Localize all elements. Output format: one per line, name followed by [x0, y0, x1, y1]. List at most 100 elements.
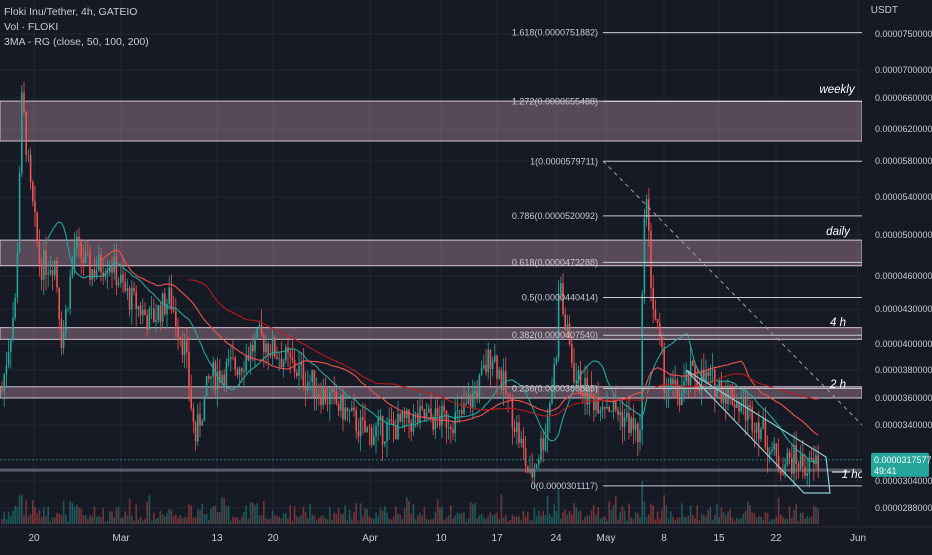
- candle: [234, 357, 236, 370]
- volume-bar: [102, 507, 104, 524]
- candle: [630, 417, 632, 433]
- volume-bar: [654, 519, 657, 524]
- candle: [131, 287, 133, 310]
- price-axis-label: 0.0000360000: [875, 393, 932, 403]
- volume-bar: [47, 506, 49, 524]
- volume-bar: [777, 497, 780, 524]
- candle: [421, 406, 423, 410]
- candle: [806, 473, 808, 476]
- volume-bar: [115, 508, 118, 524]
- zone-label: daily: [826, 226, 851, 238]
- volume-bar: [223, 498, 225, 524]
- candle: [269, 355, 272, 356]
- candle: [513, 427, 516, 432]
- volume-bar: [186, 517, 188, 524]
- candle: [333, 388, 335, 392]
- volume-bar: [749, 505, 751, 524]
- volume-bar: [282, 513, 285, 524]
- volume-indicator-label[interactable]: Vol · FLOKI: [4, 21, 59, 33]
- volume-bar: [89, 515, 91, 524]
- volume-bar: [137, 519, 140, 524]
- candle: [230, 357, 232, 360]
- volume-bar: [326, 519, 329, 524]
- candle: [384, 441, 386, 445]
- volume-bar: [766, 513, 769, 524]
- symbol-title[interactable]: Floki Inu/Tether, 4h, GATEIO: [4, 6, 138, 18]
- volume-bar: [210, 508, 212, 524]
- volume-bar: [7, 511, 10, 524]
- candle: [544, 437, 547, 451]
- candle: [368, 427, 371, 429]
- volume-bar: [49, 521, 52, 524]
- candle: [766, 447, 769, 456]
- volume-bar: [498, 519, 500, 524]
- volume-bar: [502, 517, 505, 524]
- volume-bar: [485, 519, 487, 524]
- volume-bar: [128, 498, 131, 524]
- volume-bar: [439, 507, 441, 524]
- candle: [637, 423, 639, 443]
- volume-bar: [208, 520, 210, 524]
- candle: [89, 252, 91, 280]
- volume-bar: [590, 510, 593, 524]
- volume-bar: [773, 519, 775, 524]
- fib-level-label: 1.272(0.0000655488): [512, 96, 598, 106]
- ma-indicator-label[interactable]: 3MA - RG (close, 50, 100, 200): [4, 36, 149, 48]
- candle: [346, 407, 349, 412]
- volume-bar: [544, 515, 547, 524]
- candle: [274, 336, 276, 357]
- candle: [258, 325, 261, 328]
- candle: [716, 386, 718, 399]
- volume-bar: [287, 518, 289, 524]
- candle: [201, 420, 203, 426]
- volume-bar: [619, 511, 621, 524]
- price-countdown: 49:41: [874, 466, 897, 476]
- candle: [388, 419, 390, 423]
- volume-bar: [480, 513, 483, 524]
- candle: [469, 395, 472, 409]
- volume-bar: [568, 511, 571, 524]
- volume-bar: [194, 517, 197, 524]
- volume-bar: [747, 501, 749, 524]
- volume-bar: [38, 509, 41, 524]
- candle: [406, 409, 408, 419]
- candle: [533, 468, 536, 478]
- candle: [126, 288, 129, 292]
- candle: [674, 380, 676, 385]
- candle: [227, 359, 230, 362]
- volume-bar: [340, 514, 342, 524]
- candle: [432, 417, 434, 430]
- volume-bar: [177, 518, 179, 524]
- candle: [40, 263, 43, 280]
- volume-bar: [320, 516, 322, 524]
- volume-bar: [595, 514, 597, 524]
- price-axis-label: 0.0000400000: [875, 339, 932, 349]
- volume-bar: [483, 517, 485, 524]
- candle: [353, 407, 355, 411]
- moving-average-line: [189, 279, 819, 417]
- volume-bar: [131, 515, 133, 524]
- volume-bar: [656, 511, 659, 524]
- volume-bar: [780, 514, 782, 524]
- volume-bar: [120, 517, 122, 524]
- volume-bar: [725, 515, 727, 524]
- candle: [243, 371, 245, 372]
- candle: [260, 325, 263, 335]
- candle: [267, 343, 269, 356]
- time-axis-label: 20: [28, 533, 40, 544]
- volume-bar: [54, 517, 56, 524]
- candle: [124, 281, 126, 292]
- candle: [263, 334, 265, 353]
- volume-bar: [491, 515, 494, 524]
- volume-bar: [205, 513, 208, 524]
- candle: [489, 349, 492, 369]
- fib-level-label: 0.382(0.0000407540): [512, 330, 598, 340]
- volume-bar: [637, 512, 639, 524]
- fib-level-label: 0.618(0.0000473288): [512, 257, 598, 267]
- volume-bar: [241, 516, 243, 524]
- price-axis-label: 0.0000580000: [875, 156, 932, 166]
- candle: [593, 394, 595, 411]
- fibonacci-levels: 1.618(0.0000751882) 1.272(0.0000655488) 1(…: [512, 28, 862, 491]
